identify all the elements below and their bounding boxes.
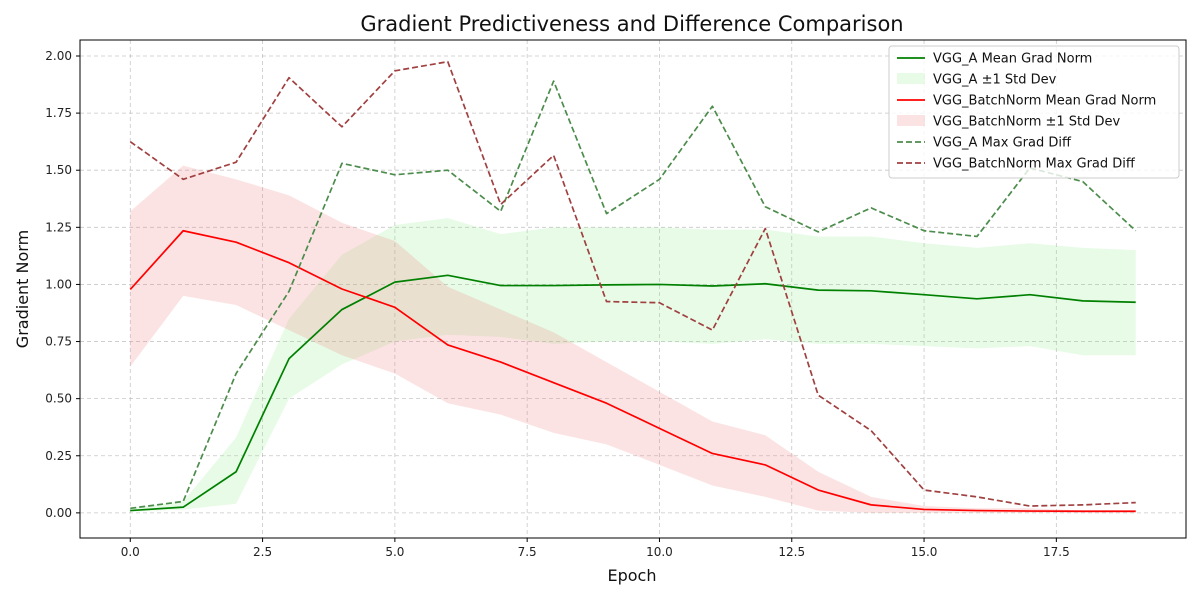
legend-label: VGG_A Max Grad Diff (933, 136, 1072, 151)
y-tick-label: 2.00 (45, 49, 72, 63)
plot-frame (79, 39, 1187, 539)
y-tick-label: 1.50 (45, 163, 72, 177)
std-band (130, 165, 1136, 513)
x-tick-label: 5.0 (385, 545, 404, 559)
x-tick-label: 7.5 (518, 545, 537, 559)
legend-label: VGG_BatchNorm Mean Grad Norm (933, 94, 1156, 109)
legend-swatch (897, 73, 925, 84)
series-lines (129, 60, 1137, 513)
series-line (129, 60, 1136, 507)
grid (80, 40, 1186, 538)
x-tick-label: 2.5 (253, 545, 272, 559)
y-axis-label: Gradient Norm (13, 230, 32, 348)
legend-label: VGG_A Mean Grad Norm (933, 52, 1092, 67)
x-tick-label: 17.5 (1043, 545, 1070, 559)
x-tick-label: 12.5 (778, 545, 805, 559)
x-axis-label: Epoch (608, 566, 657, 585)
x-tick-label: 15.0 (911, 545, 938, 559)
y-tick-label: 1.75 (45, 106, 72, 120)
legend-label: VGG_A ±1 Std Dev (933, 73, 1057, 88)
y-tick-label: 0.50 (45, 392, 72, 406)
y-tick-label: 0.00 (45, 506, 72, 520)
legend-label: VGG_BatchNorm Max Grad Diff (933, 157, 1136, 172)
series-line (130, 274, 1136, 512)
y-tick-label: 1.25 (45, 220, 72, 234)
y-tick-label: 0.75 (45, 335, 72, 349)
legend-swatch (897, 115, 925, 126)
x-tick-label: 0.0 (121, 545, 140, 559)
series-line (129, 229, 1136, 513)
legend-label: VGG_BatchNorm ±1 Std Dev (933, 115, 1121, 130)
legend-box (888, 45, 1180, 179)
y-tick-label: 0.25 (45, 449, 72, 463)
chart-title: Gradient Predictiveness and Difference C… (360, 12, 903, 36)
series-line (130, 80, 1137, 510)
y-tick-label: 1.00 (45, 277, 72, 291)
legend: VGG_A Mean Grad Norm VGG_A ±1 Std Dev VGG_… (888, 45, 1180, 179)
ticks: 0.0 2.5 5.0 7.5 10.0 12.5 15.0 17.5 0.00 0.25 0.50… (45, 49, 1069, 559)
x-tick-label: 10.0 (646, 545, 673, 559)
